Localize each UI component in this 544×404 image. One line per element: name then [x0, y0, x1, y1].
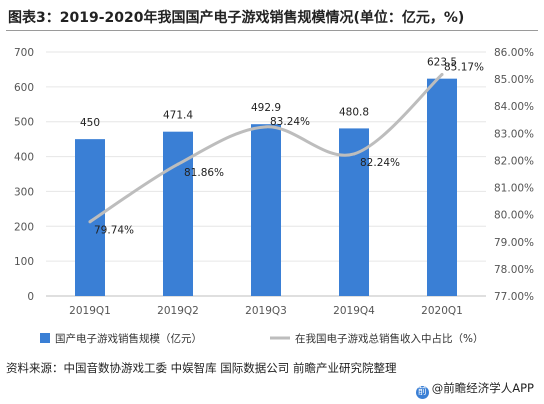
bar-value-label: 623.5 — [427, 57, 457, 69]
line-point — [352, 152, 356, 156]
chart-title: 图表3：2019-2020年我国国产电子游戏销售规模情况(单位：亿元，%) — [8, 10, 465, 26]
y-right-tick-label: 79.00% — [494, 237, 534, 249]
x-tick-label: 2019Q2 — [157, 305, 199, 317]
y-left-tick-label: 300 — [14, 186, 34, 198]
y-left-tick-label: 500 — [14, 117, 34, 129]
line-point — [264, 125, 268, 129]
bar-value-label: 471.4 — [163, 110, 193, 122]
line-value-label: 85.17% — [444, 62, 484, 74]
data-labels: 450 471.4 492.9 480.8 623.5 79.74% 81.86% 83.24… — [80, 57, 484, 237]
legend: 国产电子游戏销售规模（亿元） 在我国电子游戏总销售收入中占比（%） — [40, 332, 483, 345]
y-right-tick-label: 77.00% — [494, 291, 534, 303]
y-left-tick-label: 600 — [14, 82, 34, 94]
line-point — [88, 220, 92, 224]
line-value-label: 79.74% — [94, 225, 134, 237]
y-right-tick-label: 82.00% — [494, 155, 534, 167]
brand-text: @前瞻经济学人APP — [431, 381, 534, 395]
y-right-tick-label: 81.00% — [494, 183, 534, 195]
x-tick-label: 2020Q1 — [421, 305, 463, 317]
bar-value-label: 450 — [80, 117, 100, 129]
x-tick-label: 2019Q3 — [245, 305, 287, 317]
x-tick-label: 2019Q1 — [69, 305, 111, 317]
brand-logo-icon: 前 — [415, 386, 429, 399]
x-tick-label: 2019Q4 — [333, 305, 375, 317]
y-left-tick-label: 400 — [14, 152, 34, 164]
title-divider — [6, 30, 538, 31]
axis-labels: 0 100 200 300 400 500 600 700 77.00% 78.00% 79.00%… — [14, 47, 534, 317]
y-right-tick-label: 80.00% — [494, 210, 534, 222]
line-point — [176, 162, 180, 166]
line-series — [88, 73, 444, 224]
bar — [163, 131, 193, 296]
y-right-tick-label: 85.00% — [494, 74, 534, 86]
y-left-tick-label: 700 — [14, 47, 34, 59]
line-point — [440, 73, 444, 77]
bar-value-label: 492.9 — [251, 102, 281, 114]
legend-label-line: 在我国电子游戏总销售收入中占比（%） — [295, 332, 483, 345]
y-right-tick-label: 84.00% — [494, 101, 534, 113]
legend-label-bar: 国产电子游戏销售规模（亿元） — [55, 332, 202, 345]
bar — [427, 78, 457, 296]
legend-swatch-bar — [40, 333, 50, 343]
y-right-tick-label: 78.00% — [494, 264, 534, 276]
line-value-label: 83.24% — [270, 116, 310, 128]
bar — [75, 139, 105, 296]
line-value-label: 82.24% — [360, 157, 400, 169]
source-note: 资料来源：中国音数协游戏工委 中娱智库 国际数据公司 前瞻产业研究院整理 — [6, 361, 397, 375]
bar — [251, 124, 281, 296]
y-left-tick-label: 0 — [27, 291, 34, 303]
y-right-tick-label: 83.00% — [494, 128, 534, 140]
brand-credit: 前 @前瞻经济学人APP — [415, 380, 534, 399]
bar-value-label: 480.8 — [339, 106, 369, 118]
y-left-tick-label: 100 — [14, 256, 34, 268]
line-value-label: 81.86% — [184, 167, 224, 179]
y-left-tick-label: 200 — [14, 221, 34, 233]
bar-series — [75, 78, 457, 296]
y-right-tick-label: 86.00% — [494, 47, 534, 59]
